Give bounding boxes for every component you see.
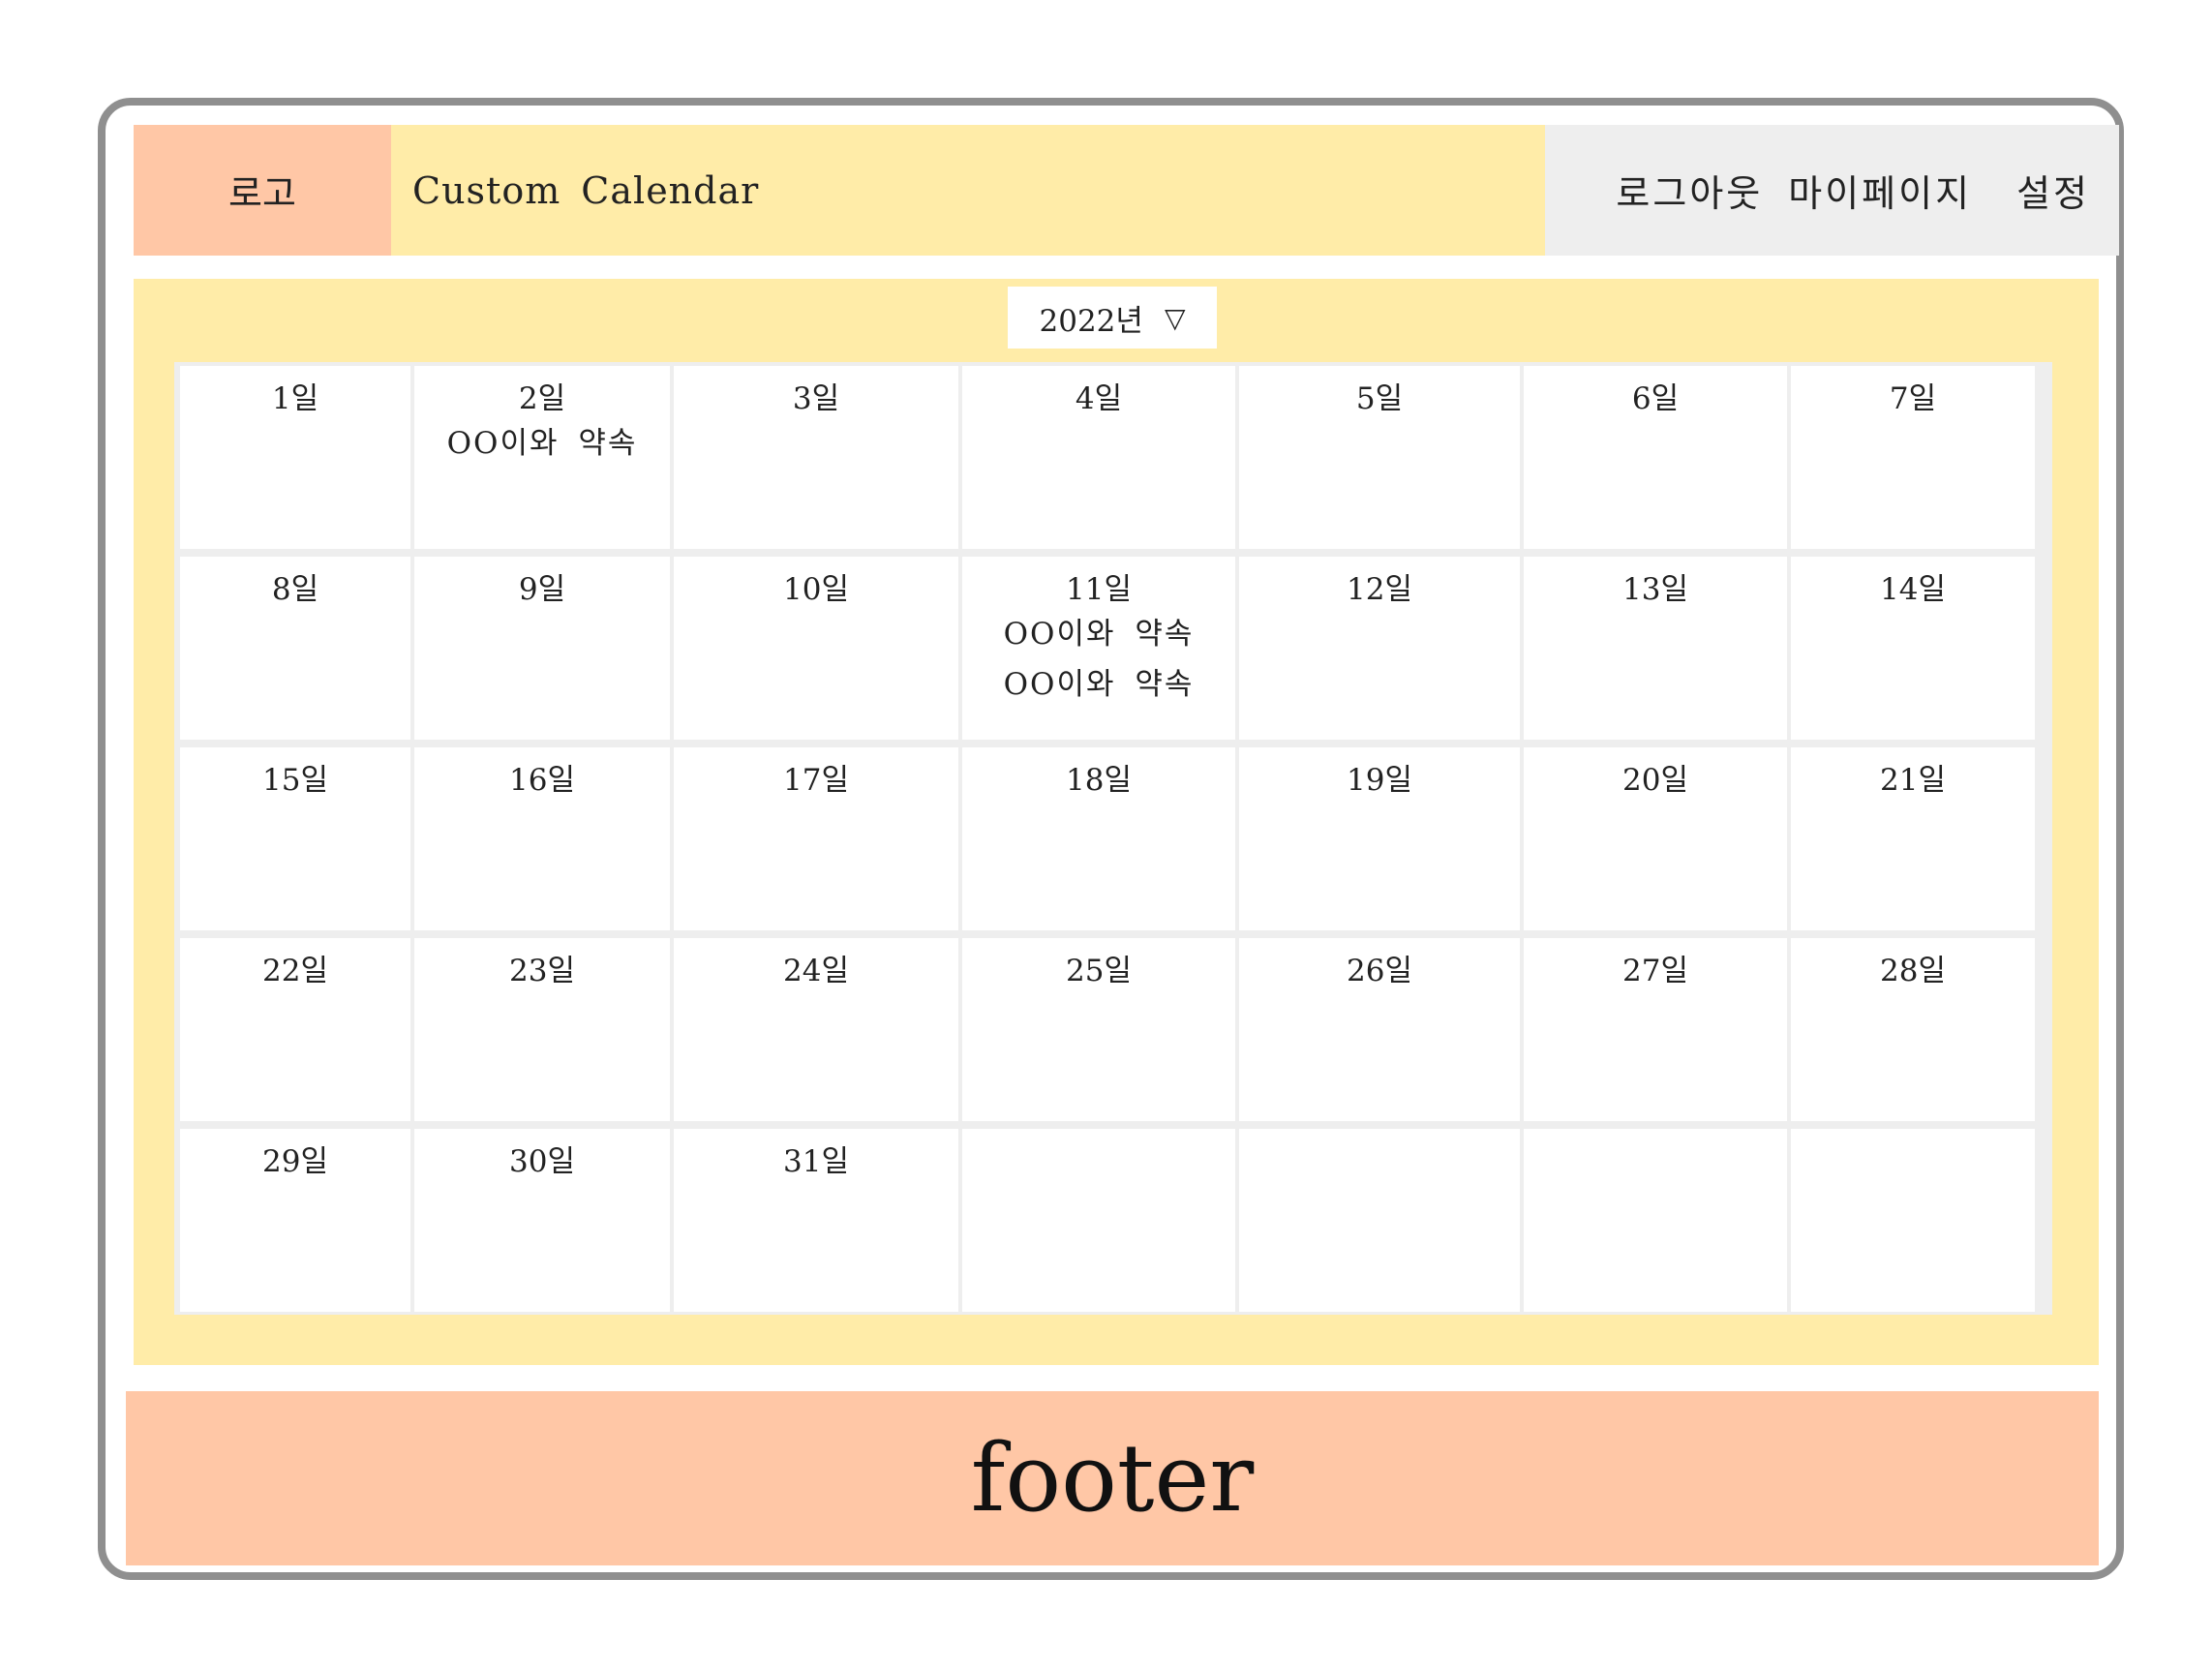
day-number: 24일 xyxy=(783,954,849,988)
day-cell[interactable]: 2일 OO이와 약속 xyxy=(414,366,670,549)
calendar-week: 29일 30일 31일 xyxy=(180,1129,2046,1312)
day-cell[interactable]: 10일 xyxy=(674,557,958,740)
calendar-panel: 2022년 ▽ 1일 2일 OO이와 약속 3일 4일 5일 6일 7일 8일 9일 10일 11일 O… xyxy=(134,279,2099,1365)
day-number: 6일 xyxy=(1631,381,1680,416)
top-nav: 로그아웃 마이페이지 설정 xyxy=(1545,125,2119,256)
day-cell[interactable]: 17일 xyxy=(674,747,958,930)
day-cell[interactable]: 8일 xyxy=(180,557,410,740)
day-number: 20일 xyxy=(1622,763,1688,798)
day-number: 28일 xyxy=(1880,954,1946,988)
day-number: 13일 xyxy=(1622,572,1688,607)
day-number: 30일 xyxy=(509,1144,575,1179)
day-number: 3일 xyxy=(792,381,840,416)
header: 로고 Custom Calendar 로그아웃 마이페이지 설정 xyxy=(134,125,2119,256)
day-cell[interactable]: 24일 xyxy=(674,938,958,1121)
day-number: 31일 xyxy=(783,1144,849,1179)
app-title-bar: Custom Calendar xyxy=(391,125,1545,256)
day-cell[interactable]: 29일 xyxy=(180,1129,410,1312)
day-number: 26일 xyxy=(1347,954,1412,988)
day-number: 12일 xyxy=(1347,572,1412,607)
footer-label: footer xyxy=(970,1424,1255,1533)
day-cell[interactable]: 11일 OO이와 약속 OO이와 약속 xyxy=(962,557,1235,740)
day-cell[interactable]: 9일 xyxy=(414,557,670,740)
day-number: 15일 xyxy=(262,763,328,798)
day-number: 9일 xyxy=(518,572,566,607)
event-item[interactable]: OO이와 약속 xyxy=(1003,617,1195,652)
day-number: 14일 xyxy=(1880,572,1946,607)
footer: footer xyxy=(126,1391,2099,1565)
year-dropdown[interactable]: 2022년 ▽ xyxy=(1008,287,1217,349)
event-item[interactable]: OO이와 약속 xyxy=(446,426,638,461)
day-cell[interactable] xyxy=(1791,1129,2035,1312)
day-number: 27일 xyxy=(1622,954,1688,988)
day-cell[interactable]: 18일 xyxy=(962,747,1235,930)
logout-link[interactable]: 로그아웃 xyxy=(1616,172,1764,215)
day-cell[interactable]: 14일 xyxy=(1791,557,2035,740)
day-number: 19일 xyxy=(1347,763,1412,798)
day-number: 8일 xyxy=(271,572,319,607)
day-number: 7일 xyxy=(1889,381,1937,416)
day-number: 23일 xyxy=(509,954,575,988)
day-cell[interactable]: 5일 xyxy=(1239,366,1520,549)
app-title: Custom Calendar xyxy=(412,168,760,212)
day-cell[interactable]: 28일 xyxy=(1791,938,2035,1121)
day-cell[interactable]: 7일 xyxy=(1791,366,2035,549)
day-cell[interactable]: 25일 xyxy=(962,938,1235,1121)
day-cell[interactable]: 20일 xyxy=(1524,747,1787,930)
calendar-week: 1일 2일 OO이와 약속 3일 4일 5일 6일 7일 xyxy=(180,366,2046,549)
day-cell[interactable]: 4일 xyxy=(962,366,1235,549)
day-cell[interactable] xyxy=(962,1129,1235,1312)
day-number: 22일 xyxy=(262,954,328,988)
day-cell[interactable]: 19일 xyxy=(1239,747,1520,930)
day-number: 25일 xyxy=(1066,954,1132,988)
day-cell[interactable]: 21일 xyxy=(1791,747,2035,930)
day-number: 10일 xyxy=(783,572,849,607)
day-cell[interactable]: 23일 xyxy=(414,938,670,1121)
day-cell[interactable]: 3일 xyxy=(674,366,958,549)
year-value: 2022년 xyxy=(1039,303,1143,339)
day-cell[interactable]: 31일 xyxy=(674,1129,958,1312)
day-cell[interactable]: 27일 xyxy=(1524,938,1787,1121)
day-cell[interactable] xyxy=(1524,1129,1787,1312)
day-cell[interactable] xyxy=(1239,1129,1520,1312)
day-cell[interactable]: 1일 xyxy=(180,366,410,549)
caret-down-icon: ▽ xyxy=(1164,301,1186,334)
day-number: 2일 xyxy=(518,381,566,416)
day-number: 1일 xyxy=(271,381,319,416)
day-number: 11일 xyxy=(1066,572,1132,607)
event-item[interactable]: OO이와 약속 xyxy=(1003,667,1195,702)
day-number: 29일 xyxy=(262,1144,328,1179)
mypage-link[interactable]: 마이페이지 xyxy=(1788,172,1973,215)
day-number: 17일 xyxy=(783,763,849,798)
logo[interactable]: 로고 xyxy=(134,125,391,256)
day-cell[interactable]: 22일 xyxy=(180,938,410,1121)
day-number: 21일 xyxy=(1880,763,1946,798)
day-cell[interactable]: 30일 xyxy=(414,1129,670,1312)
day-number: 18일 xyxy=(1066,763,1132,798)
day-cell[interactable]: 13일 xyxy=(1524,557,1787,740)
calendar-week: 15일 16일 17일 18일 19일 20일 21일 xyxy=(180,747,2046,930)
day-cell[interactable]: 15일 xyxy=(180,747,410,930)
day-number: 5일 xyxy=(1355,381,1404,416)
day-cell[interactable]: 12일 xyxy=(1239,557,1520,740)
day-number: 16일 xyxy=(509,763,575,798)
settings-link[interactable]: 설정 xyxy=(2016,172,2090,215)
calendar-week: 22일 23일 24일 25일 26일 27일 28일 xyxy=(180,938,2046,1121)
day-number: 4일 xyxy=(1075,381,1123,416)
calendar-week: 8일 9일 10일 11일 OO이와 약속 OO이와 약속 12일 13일 14일 xyxy=(180,557,2046,740)
calendar-grid: 1일 2일 OO이와 약속 3일 4일 5일 6일 7일 8일 9일 10일 11일 OO이와 약속 OO… xyxy=(174,362,2052,1315)
day-cell[interactable]: 26일 xyxy=(1239,938,1520,1121)
day-cell[interactable]: 16일 xyxy=(414,747,670,930)
day-cell[interactable]: 6일 xyxy=(1524,366,1787,549)
